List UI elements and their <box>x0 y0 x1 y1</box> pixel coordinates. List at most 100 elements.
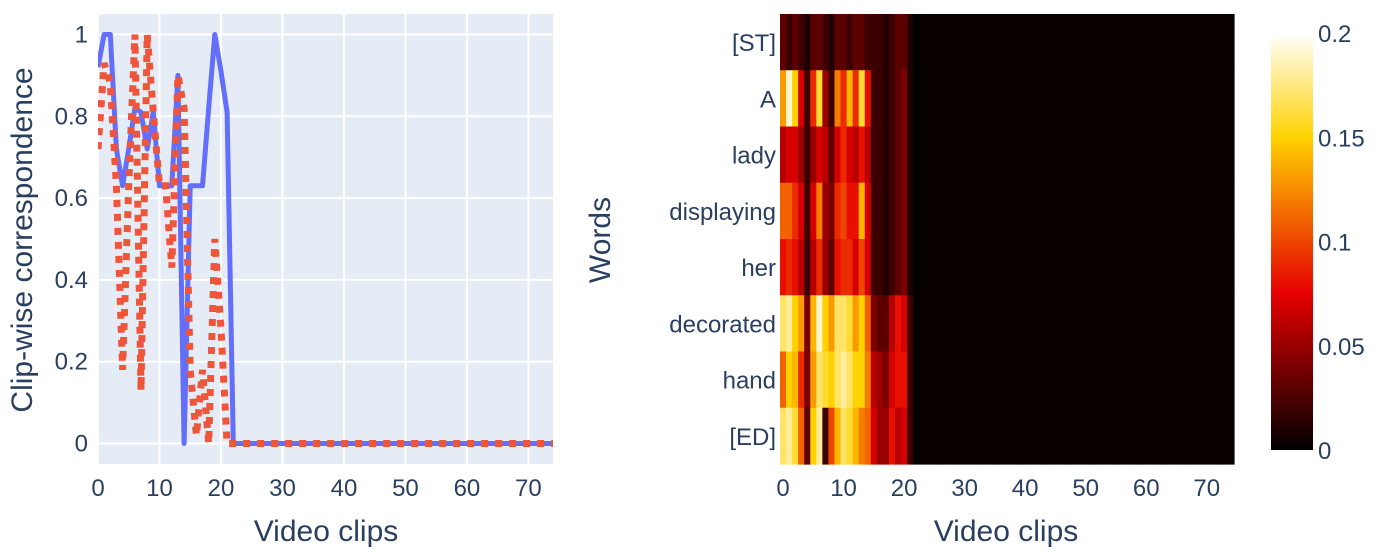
heatmap-cell <box>1028 182 1035 240</box>
heatmap-cell <box>1022 126 1029 184</box>
heatmap-cell <box>961 239 969 296</box>
heatmap-cell <box>852 295 860 353</box>
heatmap-colorbar-tick-labels: 0 0.05 0.1 0.15 0.2 <box>1318 21 1365 465</box>
heatmap-cell <box>834 407 842 465</box>
heatmap-cell <box>985 14 993 71</box>
heatmap-cell <box>834 126 842 184</box>
heatmap-cell <box>888 14 896 71</box>
heatmap-cell <box>840 182 848 240</box>
heatmap-cell <box>1016 126 1023 184</box>
heatmap-tick-labels: 0 10 20 30 40 50 60 70 <box>776 475 1220 502</box>
heatmap-cell <box>822 239 830 296</box>
heatmap-cell <box>1209 351 1217 409</box>
heatmap-cell <box>1167 14 1175 71</box>
heatmap-cell <box>1185 14 1193 71</box>
heatmap-cell <box>1076 295 1084 353</box>
heatmap-cell <box>1191 14 1199 71</box>
heatmap-cell <box>1173 407 1181 465</box>
heatmap-cell <box>870 295 878 353</box>
heatmap-cell <box>901 351 908 409</box>
line-chart-y-axis-title: Clip-wise correspondence <box>6 67 39 412</box>
heatmap-cell <box>1106 407 1114 465</box>
heatmap-cell <box>979 351 987 409</box>
heatmap-cell <box>1215 126 1223 184</box>
heatmap-cell <box>1052 295 1060 353</box>
heatmap-cell <box>1161 182 1169 240</box>
heatmap-cell <box>955 126 963 184</box>
heatmap-cell <box>840 407 848 465</box>
heatmap-row-label: [ED] <box>729 424 776 451</box>
heatmap-cell <box>973 70 981 128</box>
heatmap-cell <box>1118 182 1126 240</box>
heatmap-cell <box>1003 407 1011 465</box>
heatmap-cell <box>882 182 890 240</box>
heatmap-cell <box>961 295 969 353</box>
heatmap-cell <box>1185 239 1193 296</box>
heatmap-cell <box>1155 182 1162 240</box>
heatmap-cell <box>1088 126 1096 184</box>
y-tick-label: 1 <box>75 21 88 48</box>
heatmap-cell <box>931 182 938 240</box>
heatmap-cell <box>1076 14 1084 71</box>
heatmap-cell <box>901 295 908 353</box>
heatmap-cell <box>1227 126 1235 184</box>
heatmap-row-label: [ST] <box>732 30 776 57</box>
heatmap-cell <box>876 182 884 240</box>
heatmap-cell <box>1034 239 1041 296</box>
heatmap-cell <box>834 295 842 353</box>
heatmap-cell <box>1203 407 1211 465</box>
heatmap-cell <box>1022 14 1029 71</box>
heatmap-cell <box>1125 407 1132 465</box>
heatmap-cell <box>1143 239 1150 296</box>
heatmap-cell <box>931 295 938 353</box>
heatmap-cell <box>840 239 848 296</box>
x-tick-label: 0 <box>91 475 104 502</box>
heatmap-cell <box>1155 70 1162 128</box>
heatmap-cell <box>1028 407 1035 465</box>
heatmap-cell <box>961 182 969 240</box>
heatmap-cell <box>919 351 926 409</box>
heatmap-cell <box>1173 351 1181 409</box>
heatmap-cell <box>925 351 932 409</box>
heatmap-cell <box>1106 70 1114 128</box>
heatmap-cell <box>840 351 848 409</box>
heatmap-cell <box>1197 351 1205 409</box>
heatmap-cell <box>1227 407 1235 465</box>
heatmap-cell <box>1058 70 1066 128</box>
heatmap-cell <box>816 295 823 353</box>
line-chart-tick-labels: 0 10 20 30 40 50 60 70 0 0.2 0.4 0.6 0.8 1 <box>55 21 542 502</box>
heatmap-cell <box>1118 126 1126 184</box>
heatmap-cell <box>1125 239 1132 296</box>
y-tick-label: 0.4 <box>55 267 88 294</box>
x-tick-label: 30 <box>269 475 296 502</box>
heatmap-cells <box>780 14 1235 465</box>
heatmap-cell <box>876 407 884 465</box>
heatmap-cell <box>804 239 811 296</box>
heatmap-cell <box>1149 407 1156 465</box>
heatmap-cell <box>919 14 926 71</box>
heatmap-cell <box>973 407 981 465</box>
heatmap-cell <box>1179 126 1187 184</box>
heatmap-cell <box>1227 239 1235 296</box>
heatmap-cell <box>810 14 817 71</box>
heatmap-cell <box>780 182 787 240</box>
heatmap-cell <box>979 239 987 296</box>
heatmap-cell <box>1022 182 1029 240</box>
heatmap-cell <box>810 295 817 353</box>
heatmap-cell <box>1191 126 1199 184</box>
heatmap-cell <box>864 239 872 296</box>
heatmap-colorbar <box>1271 33 1313 450</box>
heatmap-cell <box>1197 182 1205 240</box>
heatmap-cell <box>1227 351 1235 409</box>
heatmap-cell <box>1197 126 1205 184</box>
heatmap-cell <box>949 126 957 184</box>
heatmap-cell <box>864 295 872 353</box>
heatmap-cell <box>997 126 1005 184</box>
heatmap-cell <box>1094 295 1102 353</box>
heatmap-cell <box>882 70 890 128</box>
heatmap-cell <box>1137 126 1144 184</box>
heatmap-row-label: decorated <box>669 311 776 338</box>
heatmap-cell <box>895 70 902 128</box>
heatmap-cell <box>1125 126 1132 184</box>
